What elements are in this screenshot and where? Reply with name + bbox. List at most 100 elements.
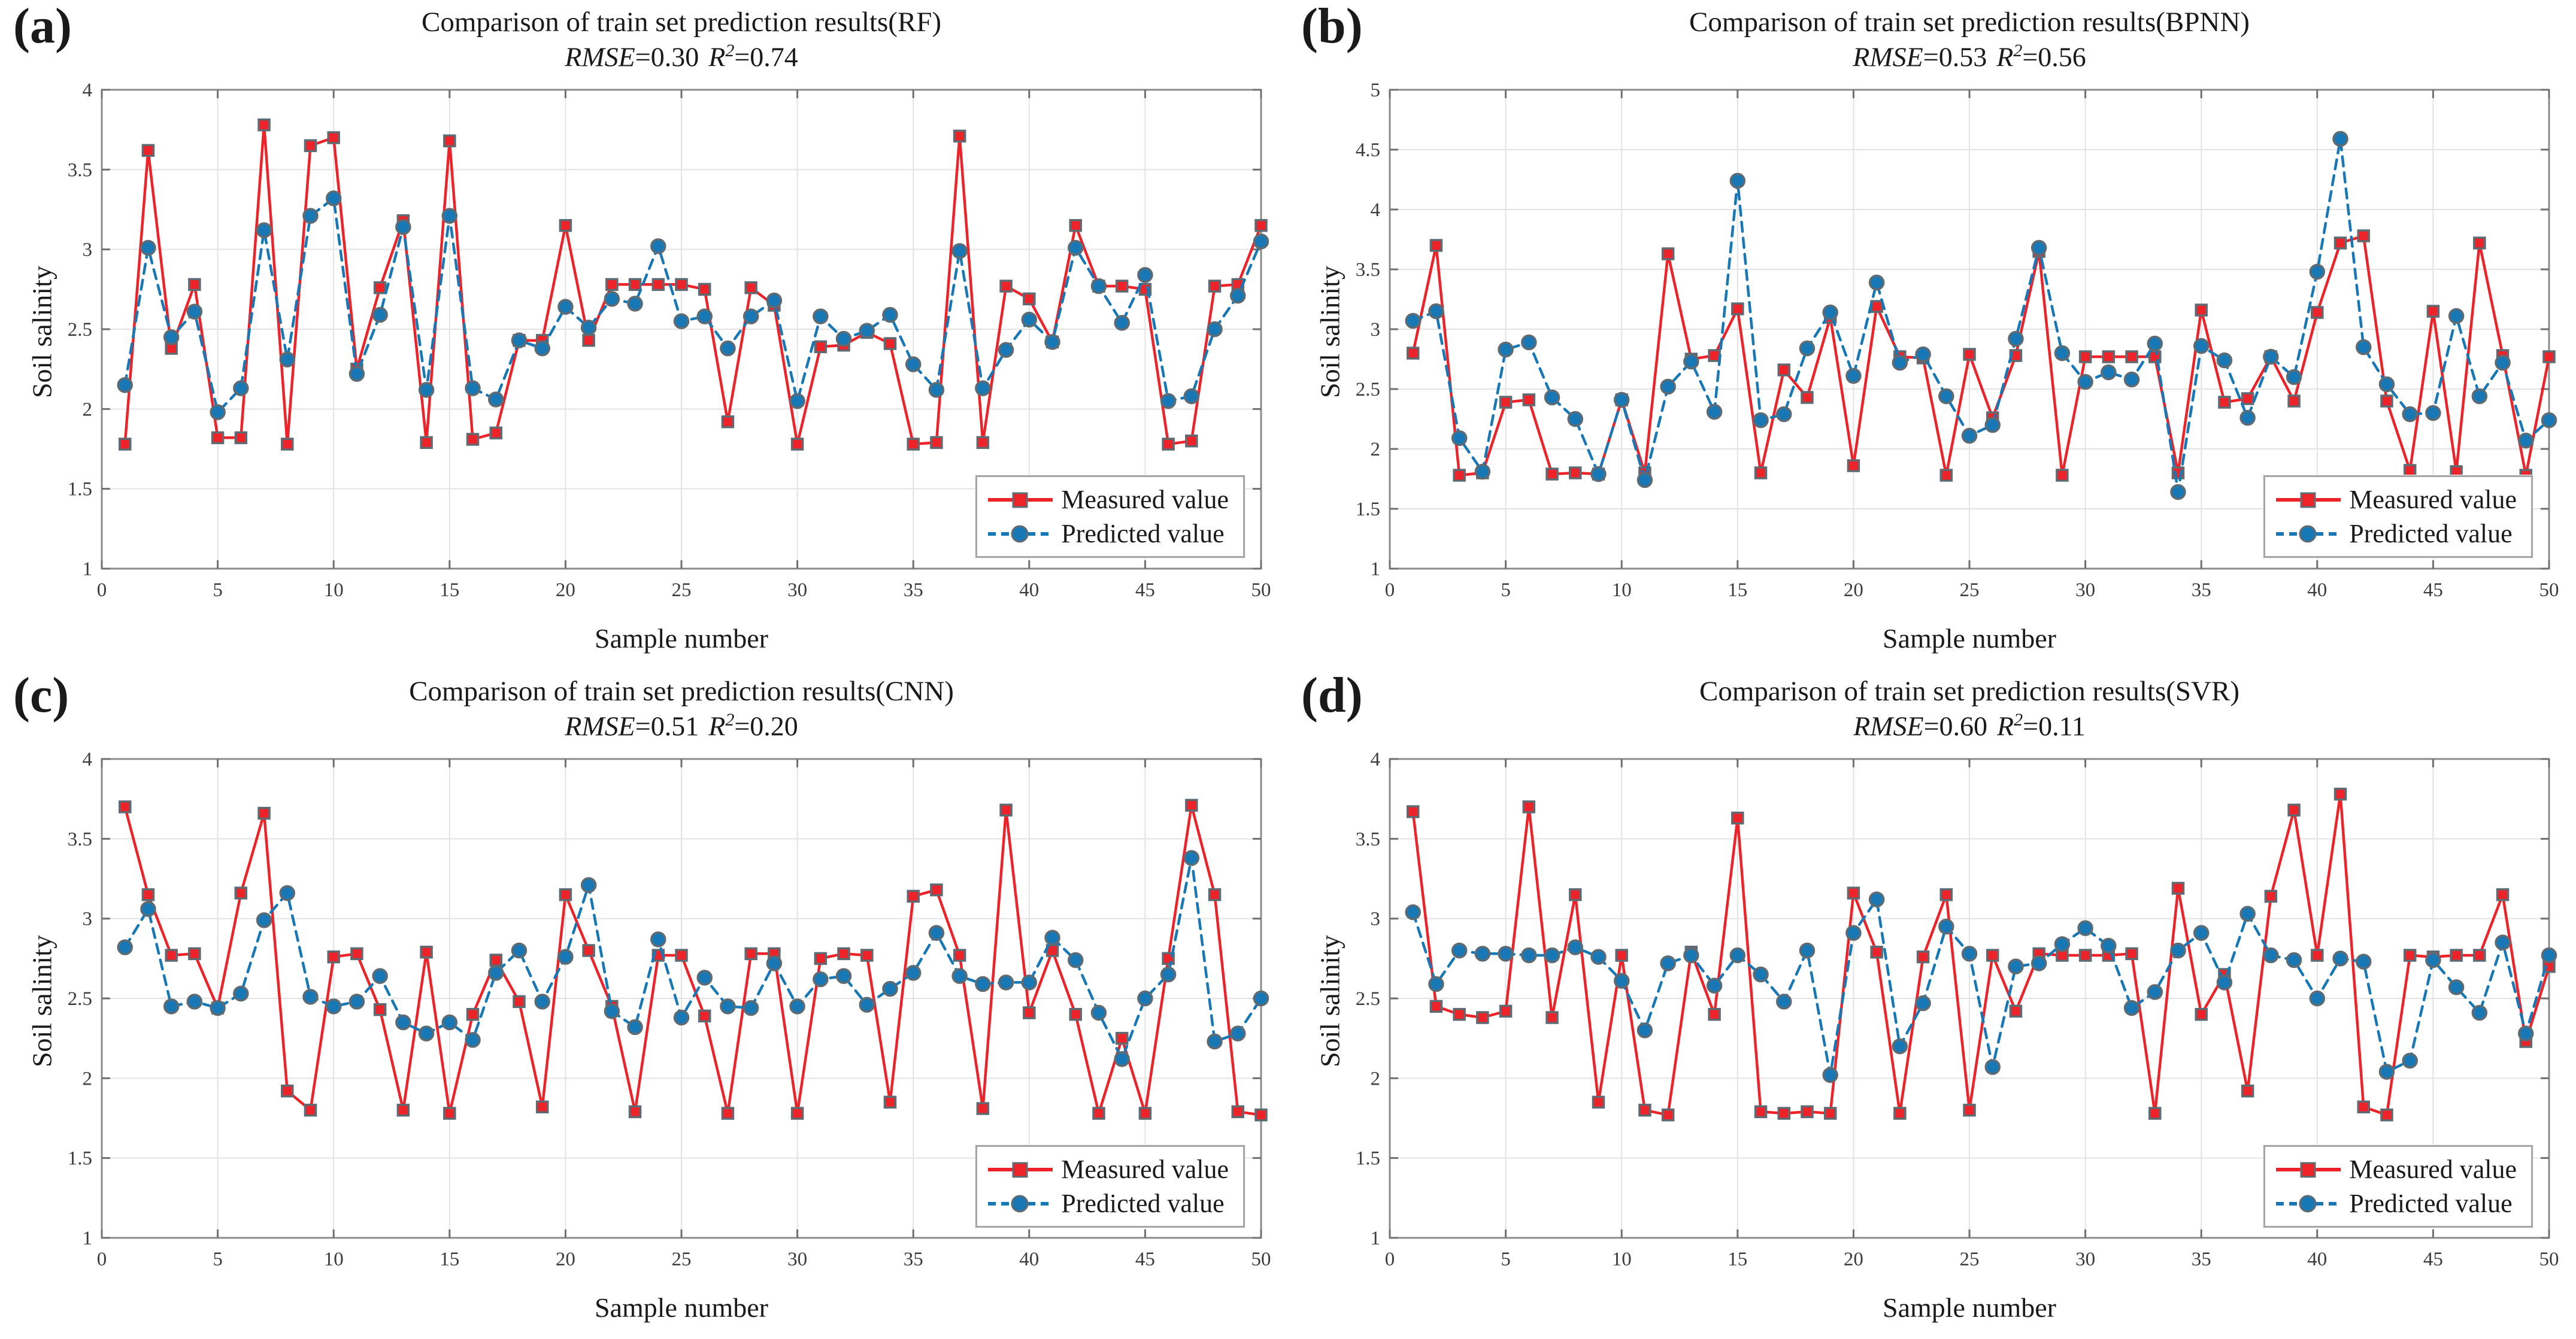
chart-title-block: Comparison of train set prediction resul…	[102, 5, 1261, 73]
svg-text:0: 0	[1385, 579, 1395, 601]
panel-letter-d: (d)	[1301, 669, 1363, 723]
svg-text:5: 5	[1501, 1249, 1511, 1270]
svg-text:3: 3	[83, 909, 93, 930]
tick-labels: 0 5 10 15 20 25 30 35 40 45 50 1 1.5 2 2.5 3 3.5 4	[1356, 749, 2559, 1270]
measured-markers	[118, 798, 1268, 1122]
svg-text:40: 40	[1019, 579, 1039, 601]
rmse-label: RMSE	[565, 711, 635, 742]
legend: Measured value Predicted value	[975, 475, 1245, 558]
legend-item-predicted: Predicted value	[987, 518, 1229, 549]
svg-text:20: 20	[1844, 1249, 1863, 1270]
legend-item-predicted: Predicted value	[2275, 1188, 2517, 1219]
svg-text:25: 25	[672, 579, 692, 601]
svg-text:3: 3	[83, 239, 93, 261]
rmse-label: RMSE	[1853, 41, 1923, 72]
chart-plot-svr: 0 5 10 15 20 25 30 35 40 45 50 1 1.5 2 2.5 3 3.5 4	[1356, 749, 2559, 1270]
r2-sup: 2	[2014, 709, 2023, 730]
chart-title: Comparison of train set prediction resul…	[1699, 676, 2239, 707]
chart-subtitle: RMSE=0.30 R2=0.74	[102, 40, 1261, 74]
axis-ticks	[101, 758, 1262, 1239]
legend-label-measured: Measured value	[1061, 485, 1229, 514]
rmse-value: =0.30	[635, 41, 699, 72]
svg-text:10: 10	[324, 1249, 344, 1270]
chart-subtitle: RMSE=0.60 R2=0.11	[1390, 709, 2549, 743]
svg-text:15: 15	[1728, 1249, 1747, 1270]
legend-label-predicted: Predicted value	[2349, 1189, 2513, 1218]
predicted-markers	[1405, 130, 2557, 500]
svg-text:3.5: 3.5	[1356, 828, 1380, 850]
predicted-markers	[1405, 891, 2557, 1083]
svg-text:0: 0	[1385, 1249, 1395, 1270]
svg-text:40: 40	[1019, 1249, 1039, 1270]
svg-text:3: 3	[1371, 909, 1381, 930]
svg-text:20: 20	[556, 579, 575, 601]
axis-ticks	[101, 89, 1262, 570]
predicted-swatch-icon	[2276, 525, 2341, 542]
svg-text:30: 30	[787, 579, 807, 601]
rmse-value: =0.60	[1923, 711, 1988, 742]
measured-swatch-icon	[2276, 1162, 2341, 1177]
svg-text:5: 5	[1371, 80, 1381, 101]
svg-text:50: 50	[1251, 1249, 1271, 1270]
svg-text:2: 2	[1371, 1068, 1381, 1089]
svg-text:3.5: 3.5	[68, 828, 92, 850]
panel-letter-c: (c)	[13, 669, 69, 723]
svg-text:15: 15	[1728, 579, 1747, 601]
svg-text:35: 35	[2192, 579, 2211, 601]
chart-title: Comparison of train set prediction resul…	[1689, 7, 2250, 38]
chart-title-block: Comparison of train set prediction resul…	[1390, 5, 2549, 73]
rmse-label: RMSE	[565, 41, 635, 72]
r2-label: R	[1997, 711, 2014, 742]
r2-label: R	[708, 711, 726, 742]
legend-label-measured: Measured value	[2349, 485, 2517, 514]
r2-label: R	[708, 41, 726, 72]
panel-c: (c) 0 5 10 15 20 25 30 35 40 45 50 1 1.5 2 2.5 3 3.5 4 Co…	[0, 669, 1288, 1339]
svg-text:1.5: 1.5	[68, 479, 92, 500]
svg-text:2.5: 2.5	[68, 988, 92, 1010]
predicted-markers	[117, 850, 1269, 1067]
svg-text:25: 25	[1960, 579, 1980, 601]
svg-text:30: 30	[787, 1249, 807, 1270]
y-axis-label: Soil salinity	[26, 265, 57, 399]
axis-ticks	[1389, 89, 2550, 570]
svg-text:1.5: 1.5	[68, 1148, 92, 1170]
svg-text:25: 25	[1960, 1249, 1980, 1270]
legend: Measured value Predicted value	[2263, 475, 2533, 558]
svg-text:2: 2	[1371, 439, 1381, 460]
legend: Measured value Predicted value	[2263, 1145, 2533, 1228]
svg-text:1: 1	[1371, 1228, 1381, 1249]
r2-value: =0.11	[2023, 711, 2086, 742]
legend-label-predicted: Predicted value	[1061, 519, 1225, 548]
x-axis-label: Sample number	[595, 1292, 768, 1323]
svg-text:10: 10	[324, 579, 344, 601]
svg-text:3.5: 3.5	[1356, 259, 1380, 281]
svg-text:3.5: 3.5	[68, 159, 92, 181]
svg-text:35: 35	[904, 1249, 923, 1270]
x-axis-label: Sample number	[1883, 1292, 2056, 1323]
legend-item-predicted: Predicted value	[987, 1188, 1229, 1219]
tick-labels: 0 5 10 15 20 25 30 35 40 45 50 1 1.5 2 2.5 3 3.5 4	[68, 749, 1271, 1270]
svg-text:20: 20	[556, 1249, 575, 1270]
svg-text:1: 1	[83, 558, 93, 580]
panel-letter-a: (a)	[13, 0, 72, 54]
chart-subtitle: RMSE=0.53 R2=0.56	[1390, 40, 2549, 74]
predicted-swatch-icon	[2276, 1195, 2341, 1212]
r2-value: =0.20	[734, 711, 798, 742]
chart-title: Comparison of train set prediction resul…	[409, 676, 954, 707]
legend: Measured value Predicted value	[975, 1145, 1245, 1228]
svg-text:3: 3	[1371, 319, 1381, 341]
legend-item-measured: Measured value	[2275, 1154, 2517, 1185]
rmse-value: =0.51	[635, 711, 699, 742]
y-axis-label: Soil salinity	[1314, 934, 1345, 1068]
rmse-label: RMSE	[1853, 711, 1924, 742]
svg-text:40: 40	[2307, 579, 2327, 601]
svg-text:0: 0	[97, 579, 107, 601]
chart-plot-bpnn: 0 5 10 15 20 25 30 35 40 45 50 1 1.5 2 2.5 3 3.5 4 4.5 5	[1356, 80, 2559, 601]
predicted-markers	[117, 190, 1269, 420]
r2-value: =0.56	[2022, 41, 2086, 72]
svg-text:25: 25	[672, 1249, 692, 1270]
r2-sup: 2	[725, 40, 735, 60]
predicted-line	[1411, 898, 2551, 1077]
svg-text:0: 0	[97, 1249, 107, 1270]
